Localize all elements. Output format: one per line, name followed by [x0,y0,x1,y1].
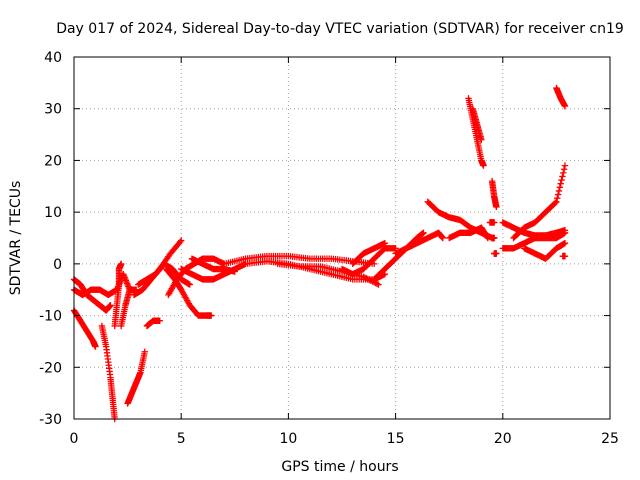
x-tick-label: 25 [601,431,619,447]
y-tick-label: 30 [44,102,62,118]
chart-title: Day 017 of 2024, Sidereal Day-to-day VTE… [56,21,624,37]
series-track-21 [392,229,446,257]
grid-lines [74,57,610,419]
data-point [141,348,148,355]
series-track-27 [486,219,498,226]
data-point [491,219,498,226]
data-point [381,239,389,247]
data-point [560,166,568,173]
data-point [420,229,427,237]
x-tick-label: 15 [387,431,405,447]
series-track-31 [499,229,569,252]
y-tick-label: -10 [39,309,62,325]
plot-frame [73,56,611,420]
data-point [561,239,569,247]
y-tick-label: -20 [39,360,62,376]
x-axis-label: GPS time / hours [281,459,398,475]
data-point [117,260,125,268]
data-point [554,191,562,198]
data-point [107,302,114,309]
data-point [178,237,185,244]
x-tick-label: 20 [494,431,512,447]
data-point [156,317,163,324]
data-point [186,281,193,288]
y-tick-label: 40 [44,50,62,66]
series-track-19 [349,239,389,268]
data-point [491,234,498,242]
series-track-26 [488,177,500,211]
series-track-24 [465,95,487,169]
series-track-5 [111,260,125,330]
y-tick-label: 20 [44,153,62,169]
data-point [439,234,446,242]
y-tick-label: 0 [53,257,62,273]
x-tick-label: 0 [70,431,79,447]
data-point [560,169,567,177]
series-track-7 [124,348,148,407]
data-point [558,176,565,184]
series-track-32 [510,162,569,242]
data-point [561,162,569,169]
series-track-6 [117,286,133,330]
series-track-14 [188,255,238,275]
y-tick-label: 10 [44,205,62,221]
data-point [375,281,382,288]
data-point [561,229,569,237]
data-point [176,238,184,246]
series-track-4 [98,322,118,423]
data-point [556,184,564,191]
series-track-28 [488,234,498,242]
data-point [493,203,500,211]
data-point [92,343,99,350]
data-point [555,187,563,195]
series-track-8 [143,317,163,330]
data-point [126,286,133,293]
series-track-12 [162,265,215,319]
y-axis-label: SDTVAR / TECUs [8,181,24,296]
series-track-23 [446,224,491,242]
data-point [552,199,559,207]
data-points [70,84,569,423]
data-point [557,180,564,187]
y-tick-label: -30 [39,412,62,428]
axis-ticks: 0 5 10 15 20 25 -30 -20 -10 0 10 20 30 40 [39,50,619,447]
data-point [231,268,238,275]
series-track-18 [338,245,399,278]
data-point [493,250,500,257]
data-point [561,252,569,260]
x-tick-label: 5 [177,431,186,447]
x-tick-label: 10 [279,431,297,447]
data-point [480,162,487,169]
series-track-34 [553,84,569,110]
series-track-25 [469,105,485,143]
data-point [561,102,569,110]
data-point [478,136,485,143]
data-point [208,312,215,319]
series-track-3 [70,307,99,350]
series-track-33 [521,239,569,262]
series-track-35 [559,252,569,260]
data-point [559,173,566,180]
series-track-29 [491,250,500,257]
data-point [553,198,560,205]
series-track-2 [70,276,114,314]
data-point [554,194,561,202]
